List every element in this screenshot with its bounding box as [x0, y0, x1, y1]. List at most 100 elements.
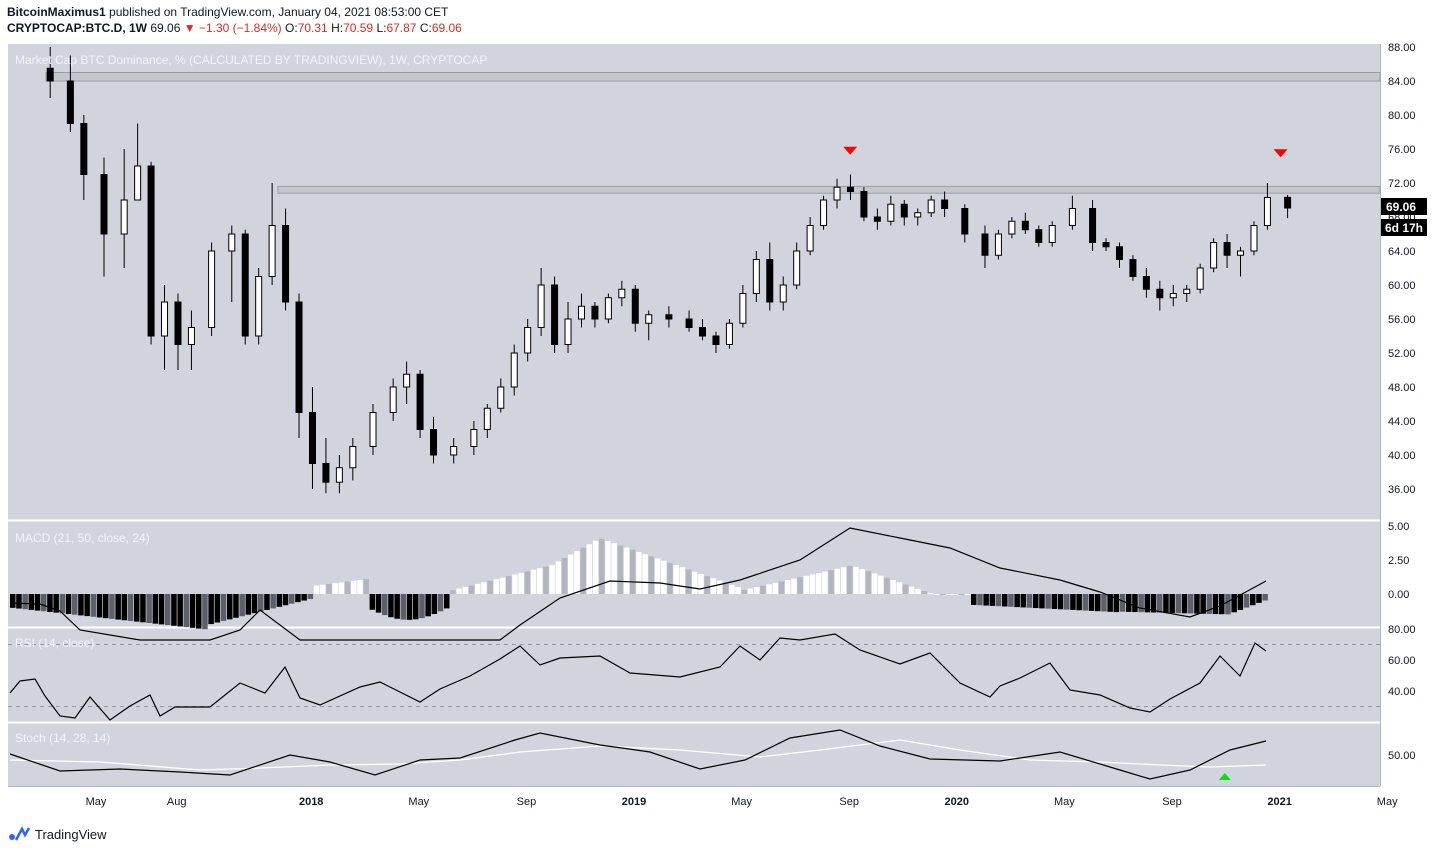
macd-histogram-bar: [53, 594, 59, 613]
candle-body: [752, 259, 760, 294]
macd-histogram-bar: [1237, 594, 1244, 610]
macd-histogram-bar: [413, 594, 419, 620]
candle-body: [510, 352, 518, 388]
macd-histogram-bar: [506, 576, 512, 594]
macd-histogram-bar: [115, 594, 121, 620]
candle-body: [450, 446, 458, 456]
macd-histogram-bar: [1095, 594, 1101, 612]
author-name[interactable]: BitcoinMaximus1: [7, 5, 106, 19]
macd-histogram-bar: [90, 594, 97, 617]
macd-histogram-bar: [109, 594, 115, 619]
macd-histogram-bar: [995, 594, 1002, 607]
price-tick-label: 52.00: [1388, 348, 1416, 360]
candle-body: [820, 199, 828, 226]
price-tick-label: 36.00: [1388, 484, 1416, 496]
footer-brand[interactable]: TradingView: [35, 826, 107, 842]
macd-histogram-bar: [245, 594, 252, 615]
macd-histogram-bar: [134, 594, 140, 622]
macd-histogram-bar: [251, 594, 258, 614]
macd-histogram-bar: [282, 594, 289, 606]
macd-histogram-bar: [456, 588, 462, 594]
macd-histogram-bar: [214, 594, 221, 623]
macd-histogram-bar: [549, 565, 555, 594]
candle-body: [282, 225, 290, 303]
candle-body: [860, 191, 868, 218]
time-tick-label: 2021: [1267, 796, 1291, 808]
countdown-badge: 6d 17h: [1381, 219, 1427, 236]
macd-histogram-bar: [171, 594, 177, 626]
last-price-badge[interactable]: 69.06: [1381, 198, 1427, 215]
macd-histogram-bar: [1020, 594, 1027, 608]
candle-body: [1284, 196, 1292, 209]
macd-histogram-bar: [1082, 594, 1089, 611]
macd-histogram-bar: [1194, 594, 1200, 614]
macd-histogram-bar: [1219, 594, 1225, 615]
candle-body: [268, 225, 276, 277]
candle-body: [806, 225, 814, 252]
candle-body: [685, 318, 693, 328]
candle-body: [524, 327, 532, 354]
macd-histogram-bar: [189, 594, 196, 628]
macd-histogram-bar: [1256, 594, 1262, 603]
candle-body: [349, 446, 357, 469]
candle-body: [147, 165, 155, 337]
macd-histogram-bar: [320, 584, 326, 594]
macd-histogram-bar: [1039, 594, 1045, 609]
candle-body: [766, 259, 774, 303]
candle-body: [1008, 220, 1016, 235]
candle-body: [1169, 293, 1177, 299]
candle-body: [1263, 196, 1271, 226]
candle-body: [1142, 276, 1150, 290]
macd-histogram-bar: [524, 571, 531, 594]
price-tick-label: 56.00: [1388, 314, 1416, 326]
macd-histogram-bar: [289, 594, 295, 604]
rsi-tick-label: 80.00: [1388, 624, 1416, 636]
macd-histogram-bar: [797, 577, 803, 594]
macd-histogram-bar: [47, 594, 53, 612]
macd-histogram-bar: [654, 558, 661, 594]
candle-body: [1223, 242, 1231, 256]
candle-body: [1250, 225, 1258, 252]
candle-body: [631, 288, 639, 324]
macd-histogram-bar: [295, 594, 301, 603]
candle-body: [241, 233, 249, 337]
candle-body: [665, 314, 673, 320]
countdown-badge-bg: [1381, 219, 1427, 236]
macd-histogram-bar: [574, 551, 580, 594]
tradingview-logo-icon: [9, 826, 30, 841]
macd-histogram-bar: [437, 594, 444, 612]
macd-histogram-bar: [1070, 594, 1076, 610]
macd-histogram-bar: [158, 594, 165, 625]
macd-histogram-bar: [933, 594, 940, 595]
macd-histogram-bar: [946, 594, 952, 595]
candle-body: [725, 322, 733, 345]
macd-histogram-bar: [729, 584, 735, 594]
price-tick-label: 88.00: [1388, 42, 1416, 54]
price-tick-label: 76.00: [1388, 144, 1416, 156]
macd-histogram-bar: [462, 587, 469, 594]
candle-body: [1196, 267, 1204, 290]
macd-tick-label: 0.00: [1388, 589, 1409, 601]
candle-body: [577, 305, 585, 320]
time-tick-label: May: [1054, 796, 1075, 808]
macd-histogram-bar: [611, 543, 617, 594]
macd-histogram-bar: [896, 582, 903, 594]
rsi-tick-label: 40.00: [1388, 686, 1416, 698]
candle-body: [873, 216, 881, 222]
macd-histogram-bar: [971, 594, 977, 605]
symbol-label[interactable]: CRYPTOCAP:BTC.D, 1W: [7, 21, 148, 35]
candle-body: [941, 199, 949, 209]
candle-body: [470, 429, 478, 447]
macd-histogram-bar: [530, 569, 537, 594]
candle-body: [833, 186, 841, 201]
rsi-plot: [8, 633, 1380, 721]
macd-histogram-bar: [1144, 594, 1151, 613]
macd-histogram-bar: [735, 587, 741, 594]
macd-histogram-bar: [481, 582, 487, 594]
candle-body: [228, 233, 236, 252]
macd-histogram-bar: [1107, 594, 1113, 612]
rsi-line: [9, 633, 1267, 721]
macd-histogram-bar: [698, 573, 704, 594]
macd-histogram-bar: [196, 594, 202, 629]
